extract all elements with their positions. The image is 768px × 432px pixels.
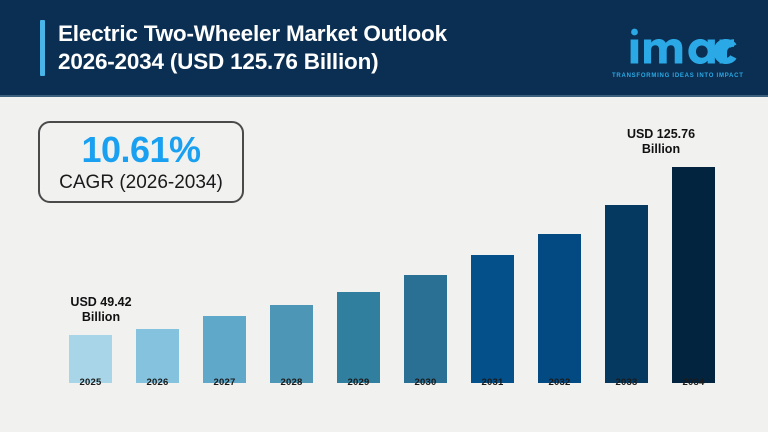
start-value-callout: USD 49.42 Billion (41, 295, 161, 325)
bar-2026 (136, 329, 179, 383)
title-line-2: 2026-2034 (USD 125.76 Billion) (58, 49, 379, 74)
imarc-logo-tagline: TRANSFORMING IDEAS INTO IMPACT (612, 73, 744, 79)
bar-2030 (404, 275, 447, 383)
x-axis-tick-2027: 2027 (213, 377, 236, 388)
bar-2032 (538, 234, 581, 383)
end-value-line-1: USD 125.76 (626, 127, 696, 141)
x-axis-tick-2030: 2030 (414, 377, 437, 388)
cagr-value: 10.61% (81, 128, 201, 170)
x-axis-tick-2029: 2029 (347, 377, 370, 388)
title-accent-bar (40, 20, 45, 76)
start-value-line-2: Billion (81, 310, 121, 324)
x-axis-tick-2025: 2025 (79, 377, 102, 388)
x-axis-tick-2033: 2033 (615, 377, 638, 388)
bar-2034 (672, 167, 715, 383)
title-line-1: Electric Two-Wheeler Market Outlook (58, 21, 447, 46)
x-axis-tick-2028: 2028 (280, 377, 303, 388)
cagr-label: CAGR (2026-2034) (59, 171, 223, 193)
bar-2033 (605, 205, 648, 383)
bar-2028 (270, 305, 313, 383)
x-axis-tick-2032: 2032 (548, 377, 571, 388)
imarc-logo-icon (630, 28, 737, 64)
page-title: Electric Two-Wheeler Market Outlook 2026… (40, 20, 447, 76)
title-text-block: Electric Two-Wheeler Market Outlook 2026… (58, 20, 447, 76)
x-axis-tick-2026: 2026 (146, 377, 169, 388)
bar-2025 (69, 335, 112, 383)
header-bar: Electric Two-Wheeler Market Outlook 2026… (0, 0, 768, 97)
cagr-callout-box: 10.61% CAGR (2026-2034) (38, 121, 244, 203)
x-axis-tick-2031: 2031 (481, 377, 504, 388)
bar-2027 (203, 316, 246, 383)
end-value-line-2: Billion (641, 142, 681, 156)
bar-2031 (471, 255, 514, 383)
end-value-callout: USD 125.76 Billion (596, 127, 726, 157)
x-axis-tick-2034: 2034 (682, 377, 705, 388)
imarc-logo: TRANSFORMING IDEAS INTO IMPACT (612, 26, 744, 79)
bar-2029 (337, 292, 380, 383)
start-value-line-1: USD 49.42 (70, 295, 132, 309)
